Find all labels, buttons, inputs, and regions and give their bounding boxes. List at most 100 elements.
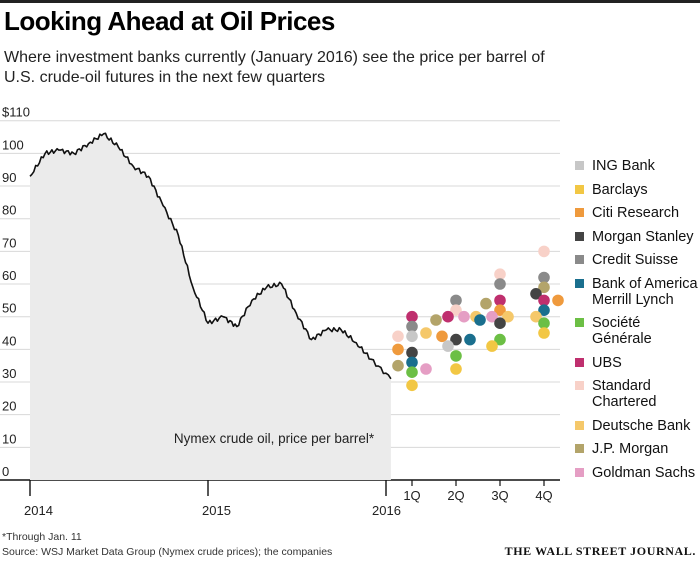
forecast-dot (458, 310, 470, 323)
forecast-dot (406, 366, 418, 379)
forecast-dot (538, 281, 550, 294)
forecast-dot (464, 333, 476, 346)
legend-label: ING Bank (592, 158, 655, 174)
legend-swatch (575, 255, 584, 264)
legend-item: Barclays (575, 182, 700, 198)
forecast-dot (530, 288, 542, 300)
y-tick-label: 0 (2, 464, 9, 479)
forecast-dot (494, 278, 506, 290)
forecast-dot (538, 245, 550, 258)
y-tick-label: 20 (2, 399, 16, 414)
forecast-dots (392, 245, 564, 392)
chart-subtitle: Where investment banks currently (Januar… (4, 49, 545, 86)
forecast-dot (406, 310, 418, 323)
forecast-dot (494, 294, 506, 307)
legend-swatch (575, 444, 584, 453)
forecast-dot (450, 294, 462, 307)
legend-swatch (575, 318, 584, 327)
legend-item: J.P. Morgan (575, 441, 700, 457)
legend-label: Citi Research (592, 205, 680, 221)
forecast-dot (406, 346, 418, 359)
legend-label: Société Générale (592, 315, 652, 347)
footnote: *Through Jan. 11 (2, 531, 82, 543)
forecast-dot (538, 304, 550, 317)
y-tick-label: $110 (2, 105, 30, 120)
forecast-dot (450, 304, 462, 317)
forecast-dot (420, 327, 432, 339)
forecast-dot (486, 310, 498, 323)
legend-swatch (575, 208, 584, 217)
legend-label: Barclays (592, 181, 648, 198)
forecast-dot (442, 310, 454, 323)
forecast-dot (450, 333, 462, 346)
legend-item: Credit Suisse (575, 252, 700, 268)
forecast-dot (538, 294, 550, 307)
x-tick-label: 2014 (24, 503, 53, 518)
legend-label: J.P. Morgan (592, 441, 669, 457)
forecast-dot (406, 356, 418, 369)
legend-item: Citi Research (575, 205, 700, 221)
legend-item: UBS (575, 355, 700, 371)
price-line (29, 132, 392, 380)
forecast-dot (494, 268, 506, 281)
legend-swatch (575, 357, 584, 367)
forecast-dot (502, 310, 514, 323)
publisher-logo: THE WALL STREET JOURNAL. (504, 544, 696, 558)
y-tick-label: 80 (2, 203, 16, 218)
forecast-dot (406, 320, 418, 333)
chart-title: Looking Ahead at Oil Prices (4, 6, 335, 36)
forecast-dot (538, 317, 550, 330)
y-tick-label: 60 (2, 268, 16, 283)
forecast-dot (538, 327, 550, 339)
forecast-dot (530, 310, 542, 323)
forecast-dot (474, 314, 486, 326)
x-tick-label: 2015 (202, 503, 231, 518)
y-tick-label: 90 (2, 170, 16, 185)
y-tick-label: 10 (2, 431, 16, 446)
quarter-label: 1Q (403, 488, 420, 503)
y-tick-label: 100 (2, 137, 24, 152)
quarter-label: 2Q (447, 488, 464, 503)
quarter-label: 3Q (491, 488, 508, 503)
forecast-dot (480, 297, 492, 310)
legend-item: Standard Chartered (575, 378, 700, 410)
x-tick-label: 2016 (372, 503, 401, 518)
legend-swatch (575, 184, 584, 194)
legend-label: Bank of America Merrill Lynch (592, 275, 698, 308)
legend-label: UBS (592, 354, 622, 371)
legend-label: Goldman Sachs (592, 464, 696, 481)
legend-item: Société Générale (575, 315, 700, 347)
legend-swatch (575, 278, 584, 288)
legend-swatch (575, 161, 584, 170)
forecast-dot (420, 363, 432, 375)
forecast-dot (486, 340, 498, 352)
legend-label: Morgan Stanley (592, 228, 694, 245)
legend-swatch (575, 420, 584, 430)
legend-item: Morgan Stanley (575, 229, 700, 245)
legend-swatch (575, 467, 584, 477)
legend-label: Standard Chartered (592, 378, 657, 410)
legend: ING Bank Barclays Citi Research Morgan Stan… (575, 158, 700, 488)
forecast-dot (392, 330, 404, 343)
area-label: Nymex crude oil, price per barrel* (174, 431, 375, 446)
top-rule (0, 0, 700, 3)
forecast-dot (552, 294, 564, 307)
forecast-dot (442, 340, 454, 352)
legend-swatch (575, 231, 584, 241)
forecast-dot (406, 330, 418, 343)
y-tick-label: 50 (2, 301, 16, 316)
y-tick-label: 40 (2, 333, 16, 348)
forecast-dot (450, 350, 462, 362)
forecast-dot (392, 343, 404, 356)
legend-item: Goldman Sachs (575, 465, 700, 481)
y-tick-label: 30 (2, 366, 16, 381)
price-area (30, 133, 391, 481)
forecast-dot (494, 333, 506, 346)
legend-label: Deutsche Bank (592, 417, 691, 434)
forecast-dot (392, 359, 404, 372)
forecast-dot (436, 330, 448, 343)
quarter-label: 4Q (535, 488, 552, 503)
